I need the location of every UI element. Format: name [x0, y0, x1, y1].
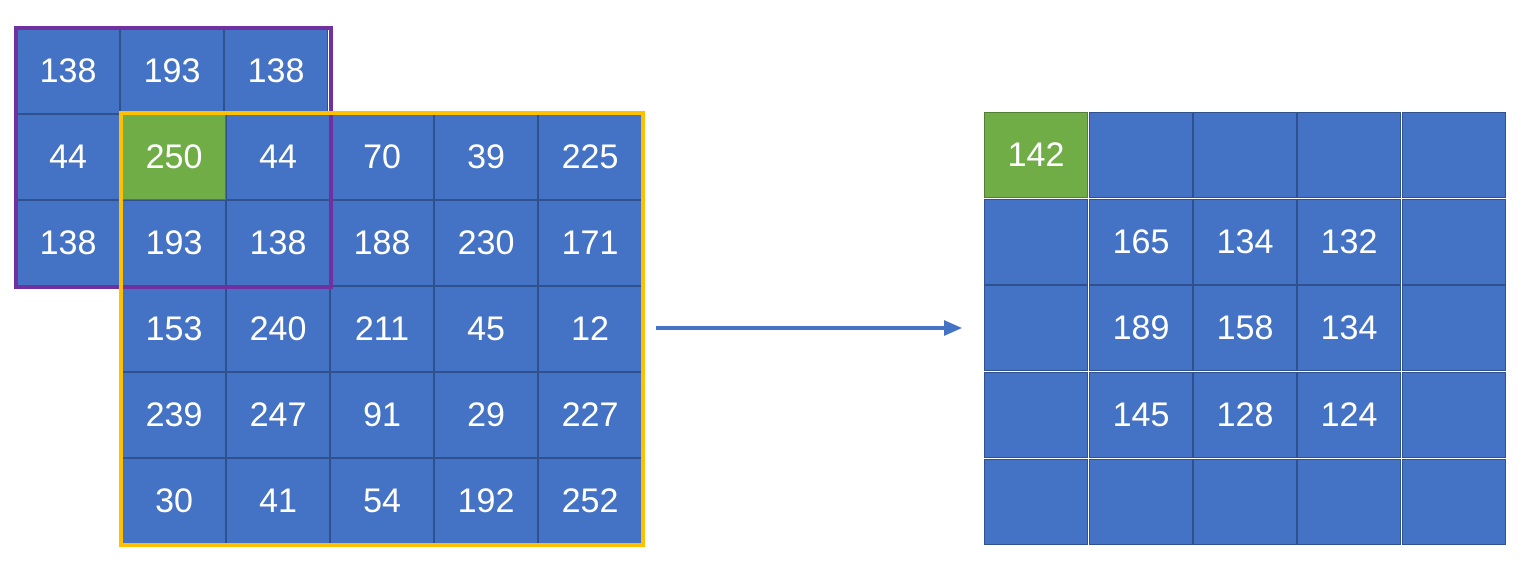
input-cell: 91: [330, 372, 434, 458]
input-cell: 171: [538, 200, 642, 286]
input-cell: 240: [226, 286, 330, 372]
output-cell: 165: [1089, 199, 1193, 285]
output-cell-highlighted: 142: [984, 112, 1088, 198]
output-cell: 132: [1297, 199, 1401, 285]
output-cell: [984, 372, 1088, 458]
input-cell: 192: [434, 458, 538, 544]
input-cell: 225: [538, 114, 642, 200]
output-grid: 142 165 134 132 189 158 134 145 128 124: [984, 112, 1508, 546]
output-cell: 189: [1089, 285, 1193, 371]
input-cell: 239: [122, 372, 226, 458]
output-cell: 145: [1089, 372, 1193, 458]
input-cell: 153: [122, 286, 226, 372]
input-cell: 138: [226, 200, 330, 286]
output-cell: [1193, 459, 1297, 545]
padding-cell: 138: [16, 28, 120, 114]
output-cell: 158: [1193, 285, 1297, 371]
output-cell: [1297, 112, 1401, 198]
input-cell: 30: [122, 458, 226, 544]
input-cell: 29: [434, 372, 538, 458]
input-cell: 247: [226, 372, 330, 458]
input-cell-highlighted: 250: [122, 114, 226, 200]
input-cell: 230: [434, 200, 538, 286]
output-cell: [984, 459, 1088, 545]
input-cell: 44: [226, 114, 330, 200]
output-cell: 128: [1193, 372, 1297, 458]
output-cell: [1089, 112, 1193, 198]
padding-cell: 44: [16, 114, 120, 200]
output-cell: [1089, 459, 1193, 545]
input-cell: 45: [434, 286, 538, 372]
input-cell: 54: [330, 458, 434, 544]
input-cell: 39: [434, 114, 538, 200]
output-cell: [1297, 459, 1401, 545]
input-cell: 41: [226, 458, 330, 544]
output-cell: [984, 199, 1088, 285]
output-cell: [1402, 112, 1506, 198]
output-cell: 134: [1297, 285, 1401, 371]
output-cell: [1402, 285, 1506, 371]
output-cell: 134: [1193, 199, 1297, 285]
input-cell: 211: [330, 286, 434, 372]
input-cell: 193: [122, 200, 226, 286]
padding-cell: 193: [120, 28, 224, 114]
input-cell: 188: [330, 200, 434, 286]
output-cell: [1402, 372, 1506, 458]
padding-cell: 138: [224, 28, 328, 114]
output-cell: [1193, 112, 1297, 198]
output-cell: [984, 285, 1088, 371]
arrow-right-icon: [656, 320, 962, 336]
output-cell: [1402, 199, 1506, 285]
padding-cell: 138: [16, 200, 120, 286]
input-cell: 227: [538, 372, 642, 458]
input-cell: 70: [330, 114, 434, 200]
input-cell: 12: [538, 286, 642, 372]
input-cell: 252: [538, 458, 642, 544]
output-cell: [1402, 459, 1506, 545]
output-cell: 124: [1297, 372, 1401, 458]
